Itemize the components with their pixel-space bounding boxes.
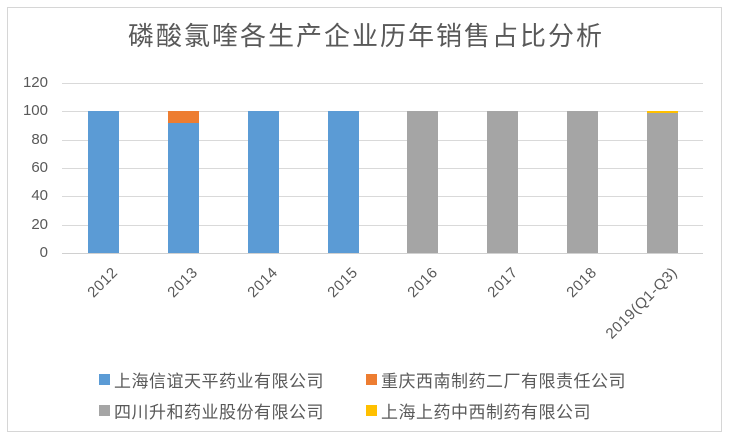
bar-segment — [167, 122, 199, 253]
y-tick-label: 60 — [31, 159, 48, 176]
legend-item: 四川升和药业股份有限公司 — [99, 400, 324, 422]
bar-segment — [647, 111, 679, 113]
bar-segment — [487, 111, 519, 253]
bar-segment — [87, 111, 119, 253]
legend-label: 上海信谊天平药业有限公司 — [114, 371, 324, 391]
legend-label: 重庆西南制药二厂有限责任公司 — [381, 371, 626, 391]
legend-label: 四川升和药业股份有限公司 — [114, 402, 324, 422]
bar-2019(Q1-Q3) — [647, 111, 679, 253]
bar-segment — [647, 112, 679, 253]
gridline — [62, 139, 703, 141]
legend-label: 上海上药中西制药有限公司 — [381, 402, 591, 422]
gridline — [62, 224, 703, 226]
gridline — [62, 111, 703, 113]
bar-2018 — [567, 111, 599, 253]
bar-2017 — [487, 111, 519, 253]
gridline — [62, 168, 703, 169]
y-tick-label: 20 — [31, 215, 48, 233]
bar-2013 — [167, 111, 199, 253]
bar-segment — [407, 111, 439, 253]
legend-swatch-icon — [366, 404, 377, 416]
y-tick-label: 120 — [22, 74, 48, 91]
bar-segment — [247, 111, 279, 253]
gridline — [62, 83, 703, 84]
chart-title: 磷酸氯喹各生产企业历年销售占比分析 — [127, 22, 604, 51]
gridline — [62, 196, 703, 198]
legend-swatch-icon — [99, 373, 110, 385]
y-tick-label: 0 — [39, 244, 48, 261]
y-tick-label: 80 — [31, 130, 48, 148]
legend-item: 上海上药中西制药有限公司 — [366, 400, 591, 422]
bar-segment — [327, 111, 359, 253]
bar-2015 — [327, 111, 359, 253]
chart-border — [7, 7, 722, 432]
bar-segment — [167, 111, 199, 123]
legend-swatch-icon — [99, 404, 110, 416]
bar-segment — [567, 111, 599, 253]
x-axis-line — [62, 253, 703, 254]
legend-item: 上海信谊天平药业有限公司 — [99, 369, 324, 391]
bar-2014 — [247, 111, 279, 253]
bar-2012 — [87, 111, 119, 253]
y-tick-label: 40 — [31, 187, 48, 205]
plot-area — [62, 83, 703, 254]
y-tick-label: 100 — [22, 102, 48, 120]
legend-item: 重庆西南制药二厂有限责任公司 — [366, 369, 626, 391]
bar-2016 — [407, 111, 439, 253]
legend-swatch-icon — [366, 373, 377, 385]
